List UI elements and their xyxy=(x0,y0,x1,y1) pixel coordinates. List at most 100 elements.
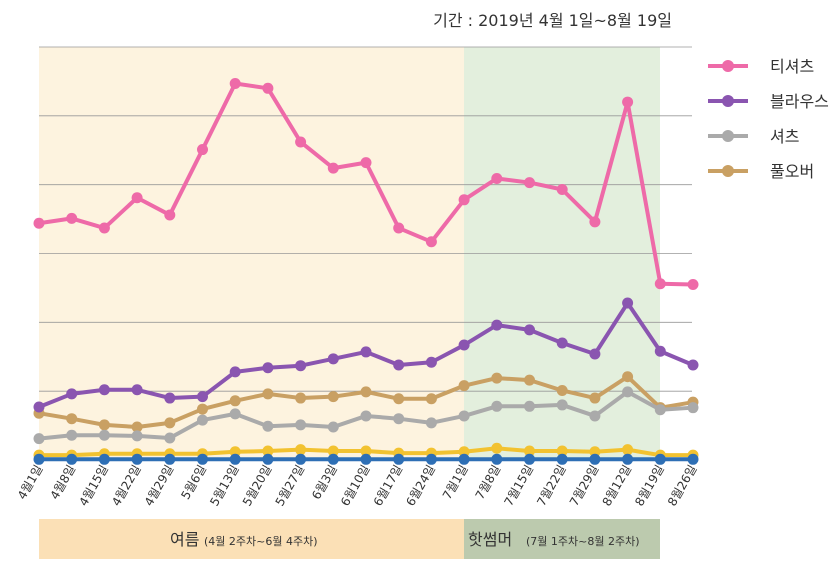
data-point xyxy=(262,453,274,465)
data-point xyxy=(654,453,666,465)
x-tick-label: 6월10일 xyxy=(338,463,373,509)
data-point xyxy=(197,414,208,426)
data-point xyxy=(458,453,470,465)
data-point xyxy=(654,278,666,290)
x-tick-label: 5월13일 xyxy=(207,463,242,509)
data-point xyxy=(458,194,470,206)
data-point xyxy=(33,217,45,229)
annotation: (4월 2주차~6월 4주차) xyxy=(204,535,318,548)
data-point xyxy=(524,453,535,465)
data-point xyxy=(654,404,666,416)
data-point xyxy=(262,420,274,432)
data-point xyxy=(327,162,339,174)
x-tick-label: 8월26일 xyxy=(665,463,700,509)
data-point xyxy=(687,278,699,290)
x-tick-label: 6월3일 xyxy=(309,463,340,502)
data-point xyxy=(197,144,208,156)
x-tick-label: 5월6일 xyxy=(178,463,209,502)
data-point xyxy=(458,339,470,351)
data-point xyxy=(524,177,535,189)
data-point xyxy=(360,386,372,398)
data-point xyxy=(33,453,45,465)
data-point xyxy=(295,419,307,431)
data-point xyxy=(131,430,143,442)
data-point xyxy=(425,453,437,465)
data-point xyxy=(425,236,437,248)
annotation: (7월 1주차~8월 2주차) xyxy=(526,535,640,548)
data-point xyxy=(556,453,568,465)
data-point xyxy=(66,413,78,425)
data-point xyxy=(131,421,143,433)
data-point xyxy=(393,222,405,234)
x-tick-label: 6월17일 xyxy=(371,463,406,509)
data-point xyxy=(164,417,176,429)
data-point xyxy=(589,348,601,360)
data-point xyxy=(229,453,241,465)
data-point xyxy=(327,421,339,433)
data-point xyxy=(622,371,634,383)
data-point xyxy=(458,380,470,392)
data-point xyxy=(229,77,241,89)
data-point xyxy=(98,453,110,465)
data-point xyxy=(589,216,601,228)
data-point xyxy=(33,433,45,445)
x-tick-label: 4월15일 xyxy=(76,463,111,509)
data-point xyxy=(327,445,339,457)
data-point xyxy=(556,445,568,457)
x-tick-label: 5월27일 xyxy=(273,463,308,509)
data-point xyxy=(589,392,601,404)
data-point xyxy=(164,432,176,444)
data-point xyxy=(197,391,208,403)
data-point xyxy=(393,359,405,371)
data-point xyxy=(622,444,634,456)
data-point xyxy=(197,403,208,415)
data-point xyxy=(262,82,274,94)
data-point xyxy=(393,393,405,405)
data-point xyxy=(229,366,241,378)
x-tick-label: 7월8일 xyxy=(473,463,504,502)
data-point xyxy=(425,356,437,368)
data-point xyxy=(491,319,503,331)
data-point xyxy=(524,400,535,412)
legend-label: 블라우스 xyxy=(770,92,829,111)
data-point xyxy=(327,453,339,465)
data-point xyxy=(262,362,274,374)
data-point xyxy=(524,374,535,386)
data-point xyxy=(295,392,307,404)
data-point xyxy=(622,297,634,309)
x-tick-label: 8월19일 xyxy=(632,463,667,509)
data-point xyxy=(687,453,699,465)
x-tick-label: 7월29일 xyxy=(567,463,602,509)
data-point xyxy=(327,391,339,403)
data-point xyxy=(425,393,437,405)
data-point xyxy=(229,408,241,420)
data-point xyxy=(295,360,307,372)
data-point xyxy=(66,212,78,224)
data-point xyxy=(360,157,372,169)
data-point xyxy=(393,413,405,425)
data-point xyxy=(262,388,274,400)
x-tick-label: 4월29일 xyxy=(142,463,177,509)
data-point xyxy=(622,386,634,398)
x-tick-label: 4월1일 xyxy=(15,463,46,502)
legend-marker xyxy=(722,130,734,142)
data-point xyxy=(622,96,634,108)
data-point xyxy=(98,222,110,234)
data-point xyxy=(262,445,274,457)
data-point xyxy=(295,136,307,148)
data-point xyxy=(66,388,78,400)
data-point xyxy=(98,419,110,431)
data-point xyxy=(229,446,241,458)
x-tick-label: 7월15일 xyxy=(501,463,536,509)
x-tick-label: 4월8일 xyxy=(47,463,78,502)
data-point xyxy=(687,359,699,371)
data-point xyxy=(197,453,208,465)
data-point xyxy=(33,401,45,413)
data-point xyxy=(687,402,699,414)
data-point xyxy=(524,324,535,336)
x-tick-label: 4월22일 xyxy=(109,463,144,509)
x-tick-label: 6월24일 xyxy=(403,463,438,509)
annotation: 핫썸머 xyxy=(468,530,512,549)
data-point xyxy=(164,392,176,404)
data-point xyxy=(131,192,143,204)
